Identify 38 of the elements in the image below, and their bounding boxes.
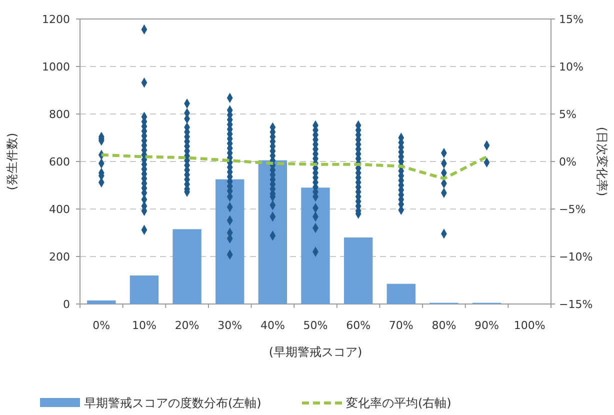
- y-tick-label: 600: [49, 155, 70, 168]
- y-tick-label: 400: [49, 202, 70, 216]
- x-tick-label: 0%: [92, 319, 110, 332]
- y2-tick-label: −10%: [559, 250, 593, 264]
- y-tick-label: 0: [63, 298, 70, 311]
- legend-label: 早期警戒スコアの度数分布(左軸): [84, 396, 262, 410]
- x-tick-label: 30%: [218, 319, 242, 332]
- y2-tick-label: 5%: [559, 108, 576, 121]
- x-axis-title: (早期警戒スコア): [268, 345, 362, 359]
- y-tick-label: 1000: [42, 60, 70, 74]
- y2-tick-label: 10%: [559, 60, 584, 74]
- x-tick-label: 90%: [474, 319, 499, 332]
- legend-label: 変化率の平均(右軸): [346, 396, 452, 410]
- x-tick-label: 20%: [174, 319, 200, 332]
- x-tick-label: 70%: [388, 319, 414, 332]
- y-axis-title: (発生件数): [5, 132, 19, 190]
- y2-tick-label: −5%: [559, 202, 586, 216]
- x-tick-label: 100%: [514, 319, 546, 332]
- y2-axis-title: (日次変化率): [595, 126, 609, 196]
- y2-tick-label: 0%: [559, 155, 576, 168]
- x-tick-label: 10%: [132, 319, 156, 332]
- x-tick-label: 40%: [260, 319, 285, 332]
- bar: [386, 284, 416, 304]
- x-tick-label: 50%: [303, 319, 328, 332]
- bar: [258, 160, 288, 304]
- y-tick-label: 200: [49, 250, 70, 264]
- bar: [344, 238, 373, 304]
- y-tick-label: 1200: [42, 12, 70, 26]
- y-tick-label: 800: [49, 108, 70, 121]
- bar: [172, 229, 202, 304]
- bar: [216, 179, 244, 304]
- y2-tick-label: 15%: [559, 12, 584, 26]
- y2-tick-label: −15%: [559, 298, 593, 311]
- bar: [130, 276, 159, 304]
- bar: [301, 188, 330, 304]
- x-tick-label: 60%: [346, 319, 371, 332]
- x-tick-label: 80%: [432, 319, 456, 332]
- bar: [87, 300, 116, 304]
